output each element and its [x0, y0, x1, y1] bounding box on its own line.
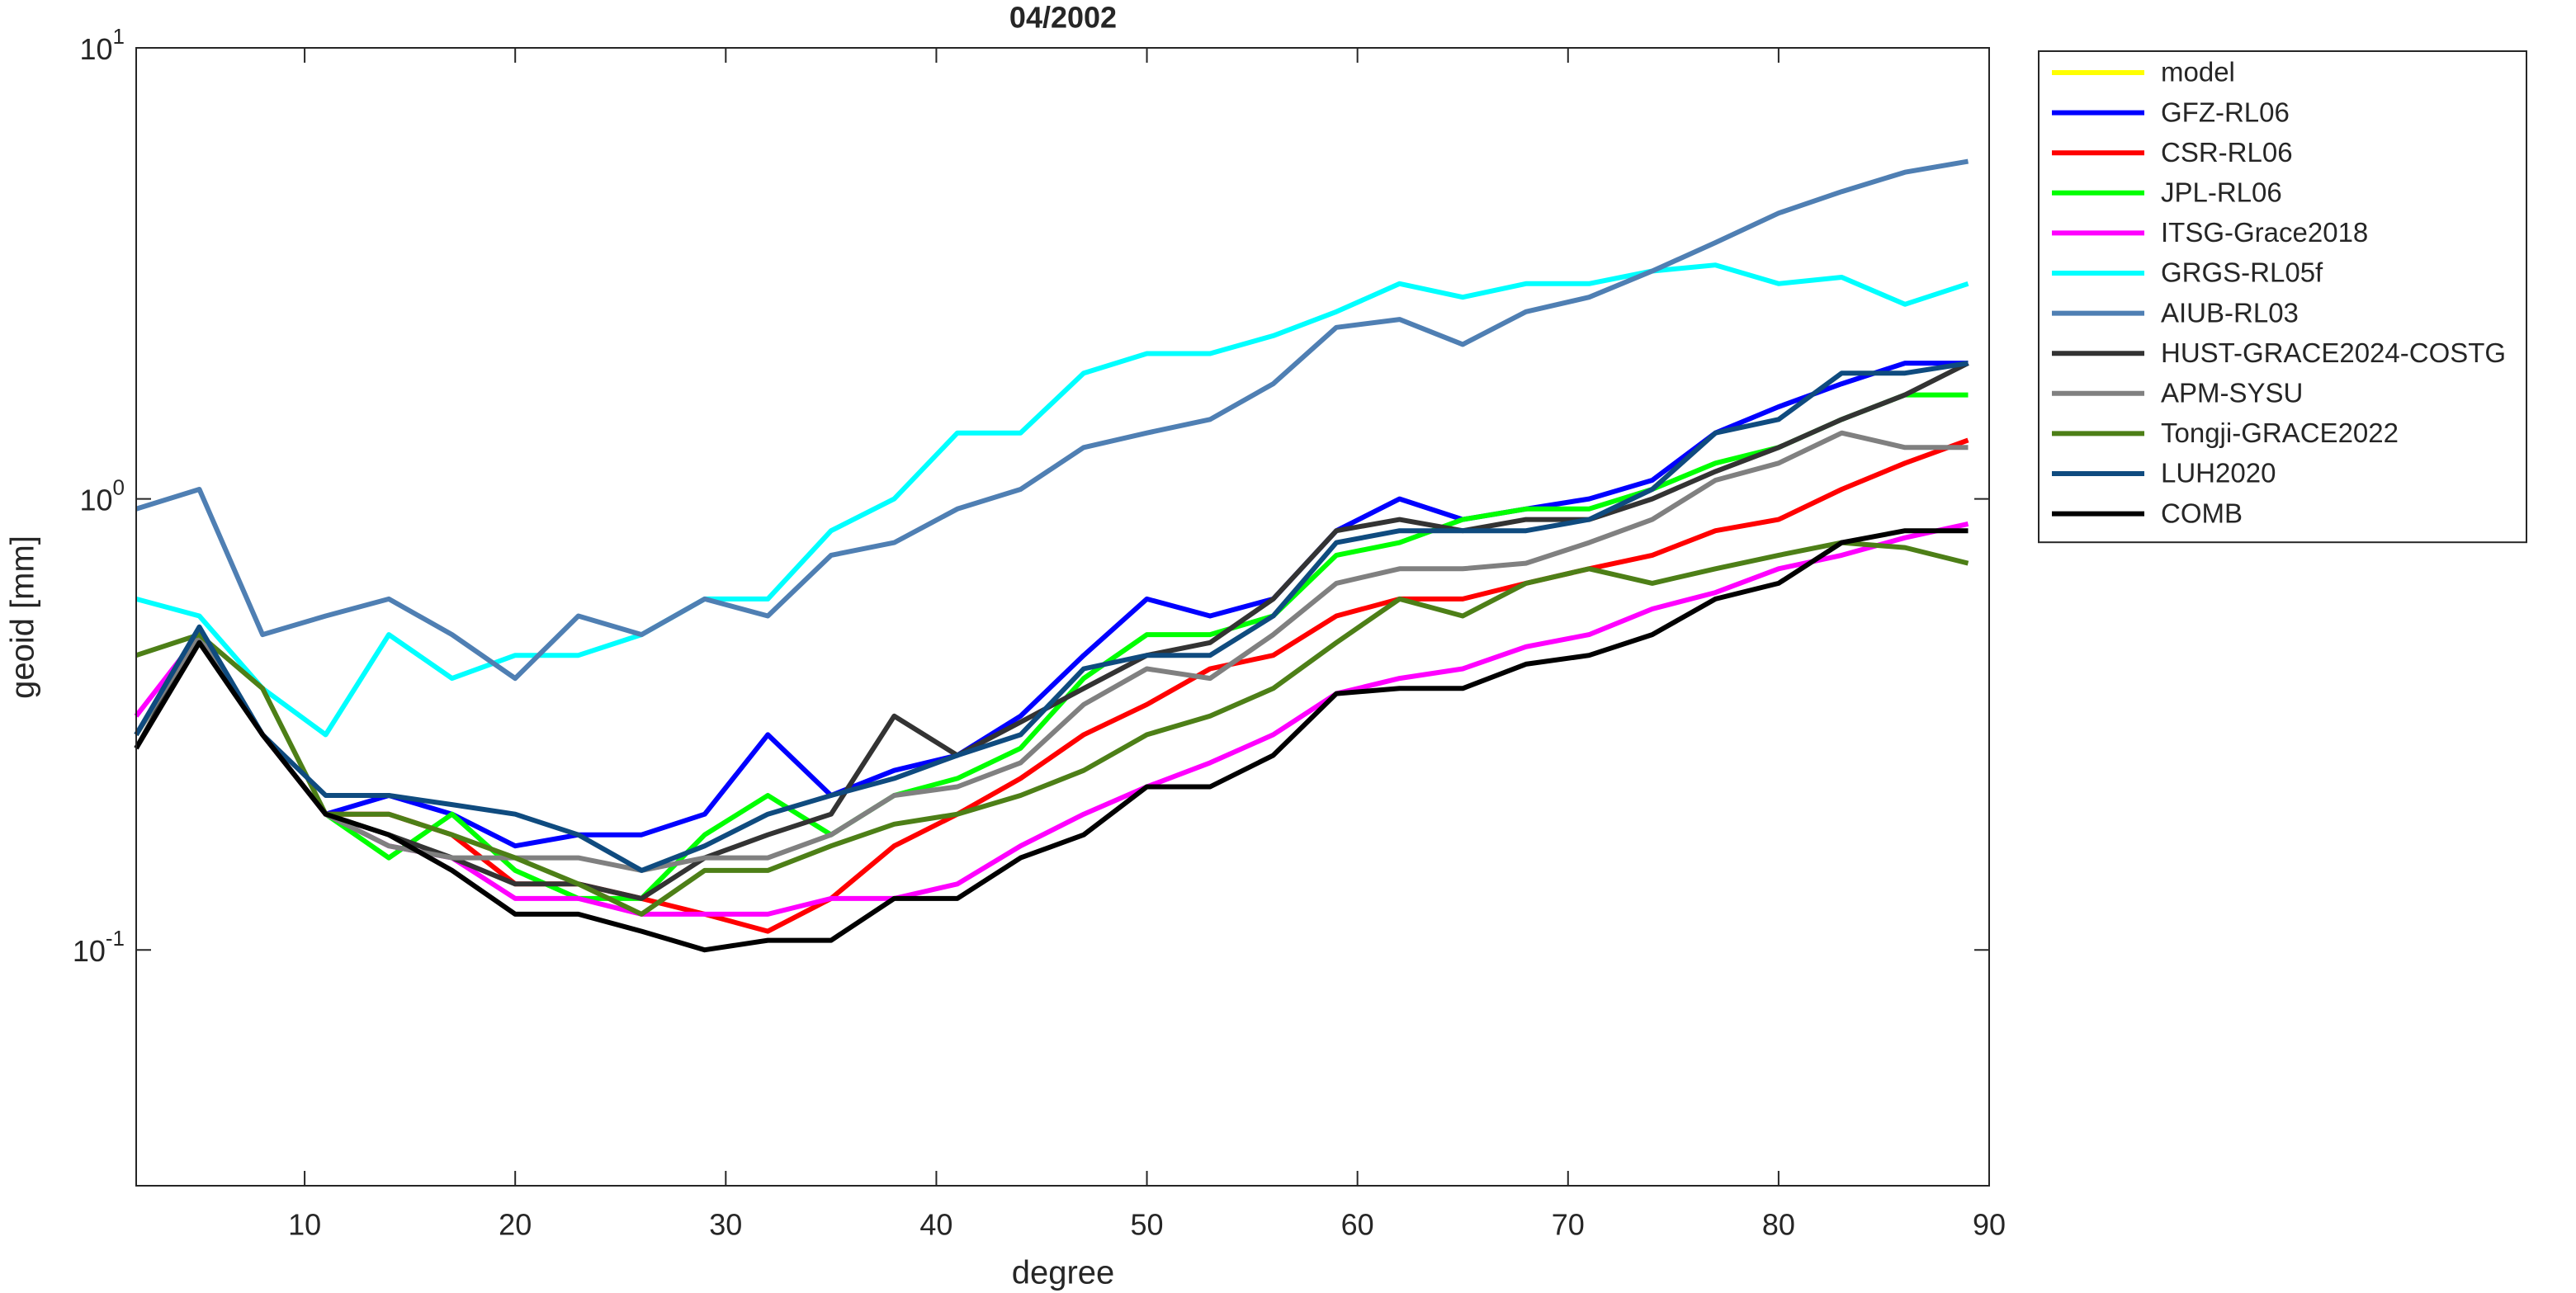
legend-label: COMB	[2161, 498, 2243, 528]
y-tick-label: 101	[79, 24, 125, 66]
x-tick-label: 20	[499, 1208, 532, 1242]
series-line	[135, 262, 1969, 738]
x-tick-label: 70	[1552, 1208, 1585, 1242]
series-line	[134, 528, 1969, 953]
legend-label: GRGS-RL05f	[2161, 257, 2323, 288]
x-tick-label: 10	[288, 1208, 321, 1242]
series-line	[134, 392, 1969, 901]
axes-box	[135, 47, 1990, 1187]
legend-label: JPL-RL06	[2161, 177, 2282, 208]
x-tick-label: 90	[1973, 1208, 2006, 1242]
y-tick-label: 100	[79, 474, 125, 517]
x-tick-label: 50	[1131, 1208, 1164, 1242]
legend-label: model	[2161, 57, 2235, 87]
chart-title: 04/2002	[1009, 1, 1117, 35]
x-tick-label: 60	[1341, 1208, 1374, 1242]
y-tick-label: 10-1	[73, 926, 125, 968]
x-tick-label: 30	[709, 1208, 742, 1242]
x-tick-label: 40	[919, 1208, 952, 1242]
legend-box	[2038, 50, 2527, 544]
legend-label: LUH2020	[2161, 458, 2276, 488]
legend-label: APM-SYSU	[2161, 378, 2303, 408]
x-axis-label: degree	[1012, 1255, 1115, 1291]
legend-label: ITSG-Grace2018	[2161, 217, 2368, 248]
series-line	[134, 361, 1969, 849]
series-line	[134, 430, 1969, 873]
series-line	[135, 540, 1969, 917]
plot-area	[136, 48, 1989, 1186]
legend-label: HUST-GRACE2024-COSTG	[2161, 337, 2506, 368]
legend-label: AIUB-RL03	[2161, 297, 2299, 328]
series-line	[135, 158, 1969, 682]
legend-label: Tongji-GRACE2022	[2161, 418, 2399, 448]
x-tick-label: 80	[1762, 1208, 1795, 1242]
legend-label: GFZ-RL06	[2161, 97, 2290, 127]
legend-label: CSR-RL06	[2161, 137, 2293, 168]
y-axis-label: geoid [mm]	[5, 536, 41, 699]
series-line	[134, 361, 1969, 873]
